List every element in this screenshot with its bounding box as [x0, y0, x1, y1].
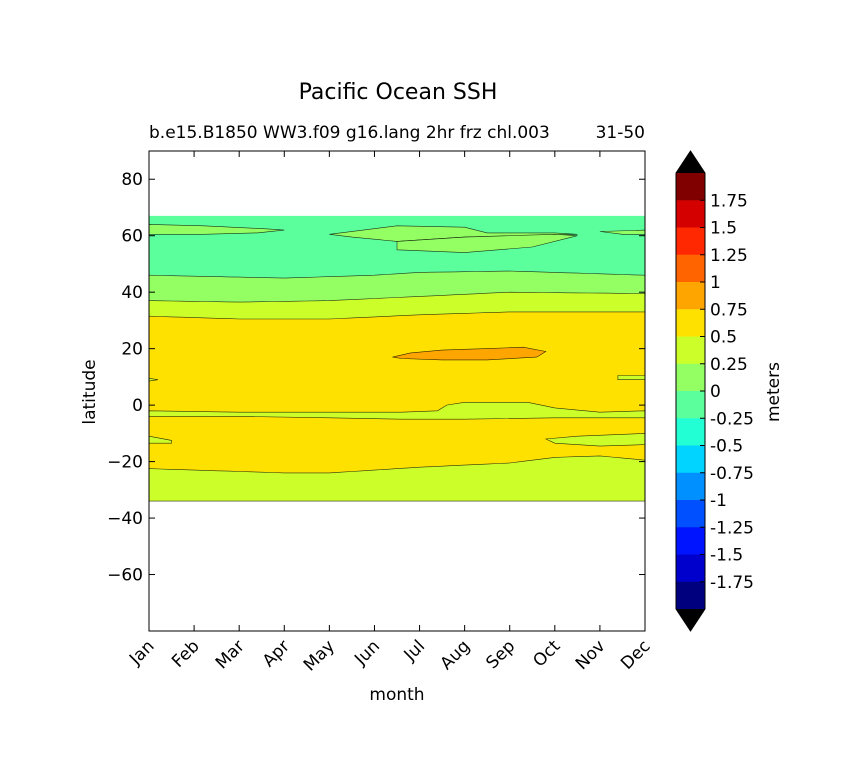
colorbar-swatch: [676, 254, 705, 283]
contour-line: [149, 270, 645, 279]
ssh-region-north-lobe: [329, 225, 578, 242]
x-tick-label: Mar: [212, 636, 249, 673]
ssh-region-west-lobe: [149, 377, 159, 382]
y-tick-label: −20: [107, 453, 143, 473]
colorbar-extend-bottom: [676, 609, 705, 631]
colorbar-swatch: [676, 527, 705, 555]
colorbar-swatch: [676, 418, 705, 446]
x-tick-label: Sep: [482, 636, 519, 673]
contour-line: [149, 455, 645, 474]
contour-line: [149, 311, 645, 320]
colorbar-swatch: [676, 200, 705, 228]
y-tick-label: 20: [121, 340, 143, 360]
ssh-band-yellow-green: [149, 292, 645, 319]
ssh-region-orange: [392, 346, 547, 361]
y-axis: 80 60 40 20 0 −20 −40 −60: [107, 170, 645, 586]
colorbar-swatch: [676, 227, 705, 256]
ssh-region-north-lobe: [396, 233, 578, 253]
colorbar-tick-label: 0.5: [710, 328, 737, 348]
x-axis-label: month: [369, 685, 424, 705]
colorbar-tick-label: 0.25: [710, 355, 748, 375]
plot-frame: [148, 150, 646, 632]
ssh-region-equatorial: [149, 435, 172, 444]
colorbar-tick-label: -0.25: [710, 409, 754, 429]
contour-line: [149, 291, 645, 303]
colorbar-swatch: [676, 363, 705, 392]
x-tick-label: Jan: [125, 636, 158, 669]
colorbar-extend-top: [676, 151, 705, 173]
colorbar-tick-label: -1.75: [710, 573, 754, 593]
colorbar-swatch: [676, 282, 705, 310]
colorbar-tick-label: -1.25: [710, 518, 754, 538]
ssh-band-green: [149, 271, 645, 303]
ssh-region-north-lobe: [599, 229, 645, 235]
ssh-band-south-yellow-green: [149, 455, 645, 502]
x-tick-label: Aug: [437, 636, 475, 674]
colorbar-tick-label: 0.75: [710, 300, 748, 320]
colorbar-tick-label: 1.25: [710, 246, 748, 266]
ssh-region-equatorial: [149, 402, 645, 420]
y-tick-label: 80: [121, 170, 143, 190]
colorbar-swatch: [676, 336, 705, 365]
x-tick-label: Nov: [572, 636, 610, 674]
ssh-region-south-lobe: [544, 433, 645, 447]
colorbar-swatch: [676, 173, 705, 201]
colorbar-swatch: [676, 581, 705, 610]
colorbar: 1.75 1.5 1.25 1 0.75 0.5 0.25 0 -0.25 -0.5 -0.75 -1…: [675, 150, 754, 632]
colorbar-tick-label: 1.75: [710, 191, 748, 211]
y-tick-label: 40: [121, 283, 143, 303]
chart-title: Pacific Ocean SSH: [299, 80, 498, 105]
y-tick-label: 0: [132, 396, 143, 416]
x-tick-label: Apr: [259, 636, 294, 671]
colorbar-swatch: [676, 309, 705, 337]
colorbar-swatch: [676, 554, 705, 583]
colorbar-tick-label: -0.5: [710, 437, 743, 457]
y-axis-label: latitude: [80, 359, 100, 424]
y-tick-label: −60: [107, 566, 143, 586]
colorbar-swatch: [676, 472, 705, 501]
x-tick-label: May: [300, 636, 339, 675]
y-tick-label: 60: [121, 227, 143, 247]
colorbar-tick-label: -0.75: [710, 464, 754, 484]
x-tick-label: Feb: [168, 636, 203, 671]
chart-subtitle-left: b.e15.B1850 WW3.f09 g16.lang 2hr frz chl…: [149, 123, 550, 143]
colorbar-swatch: [676, 500, 705, 528]
x-tick-label: Jul: [400, 636, 429, 665]
x-tick-label: Jun: [350, 636, 384, 670]
colorbar-tick-label: 1: [710, 273, 721, 293]
ssh-band-yellow: [149, 311, 645, 473]
colorbar-tick-label: 0: [710, 382, 721, 402]
x-tick-label: Oct: [529, 636, 564, 671]
colorbar-swatch: [676, 391, 705, 419]
colorbar-outline: [675, 150, 706, 632]
ssh-region-east-lobe: [617, 375, 645, 380]
contour-fields: [149, 215, 645, 502]
colorbar-tick-label: -1.5: [710, 546, 743, 566]
y-tick-label: −40: [107, 509, 143, 529]
colorbar-label: meters: [764, 362, 784, 422]
chart-subtitle-right: 31-50: [596, 123, 645, 143]
colorbar-tick-label: -1: [710, 491, 727, 511]
colorbar-tick-label: 1.5: [710, 219, 737, 239]
x-tick-label: Dec: [617, 636, 654, 673]
ssh-region-north-strip: [149, 224, 285, 235]
colorbar-swatch: [676, 445, 705, 474]
